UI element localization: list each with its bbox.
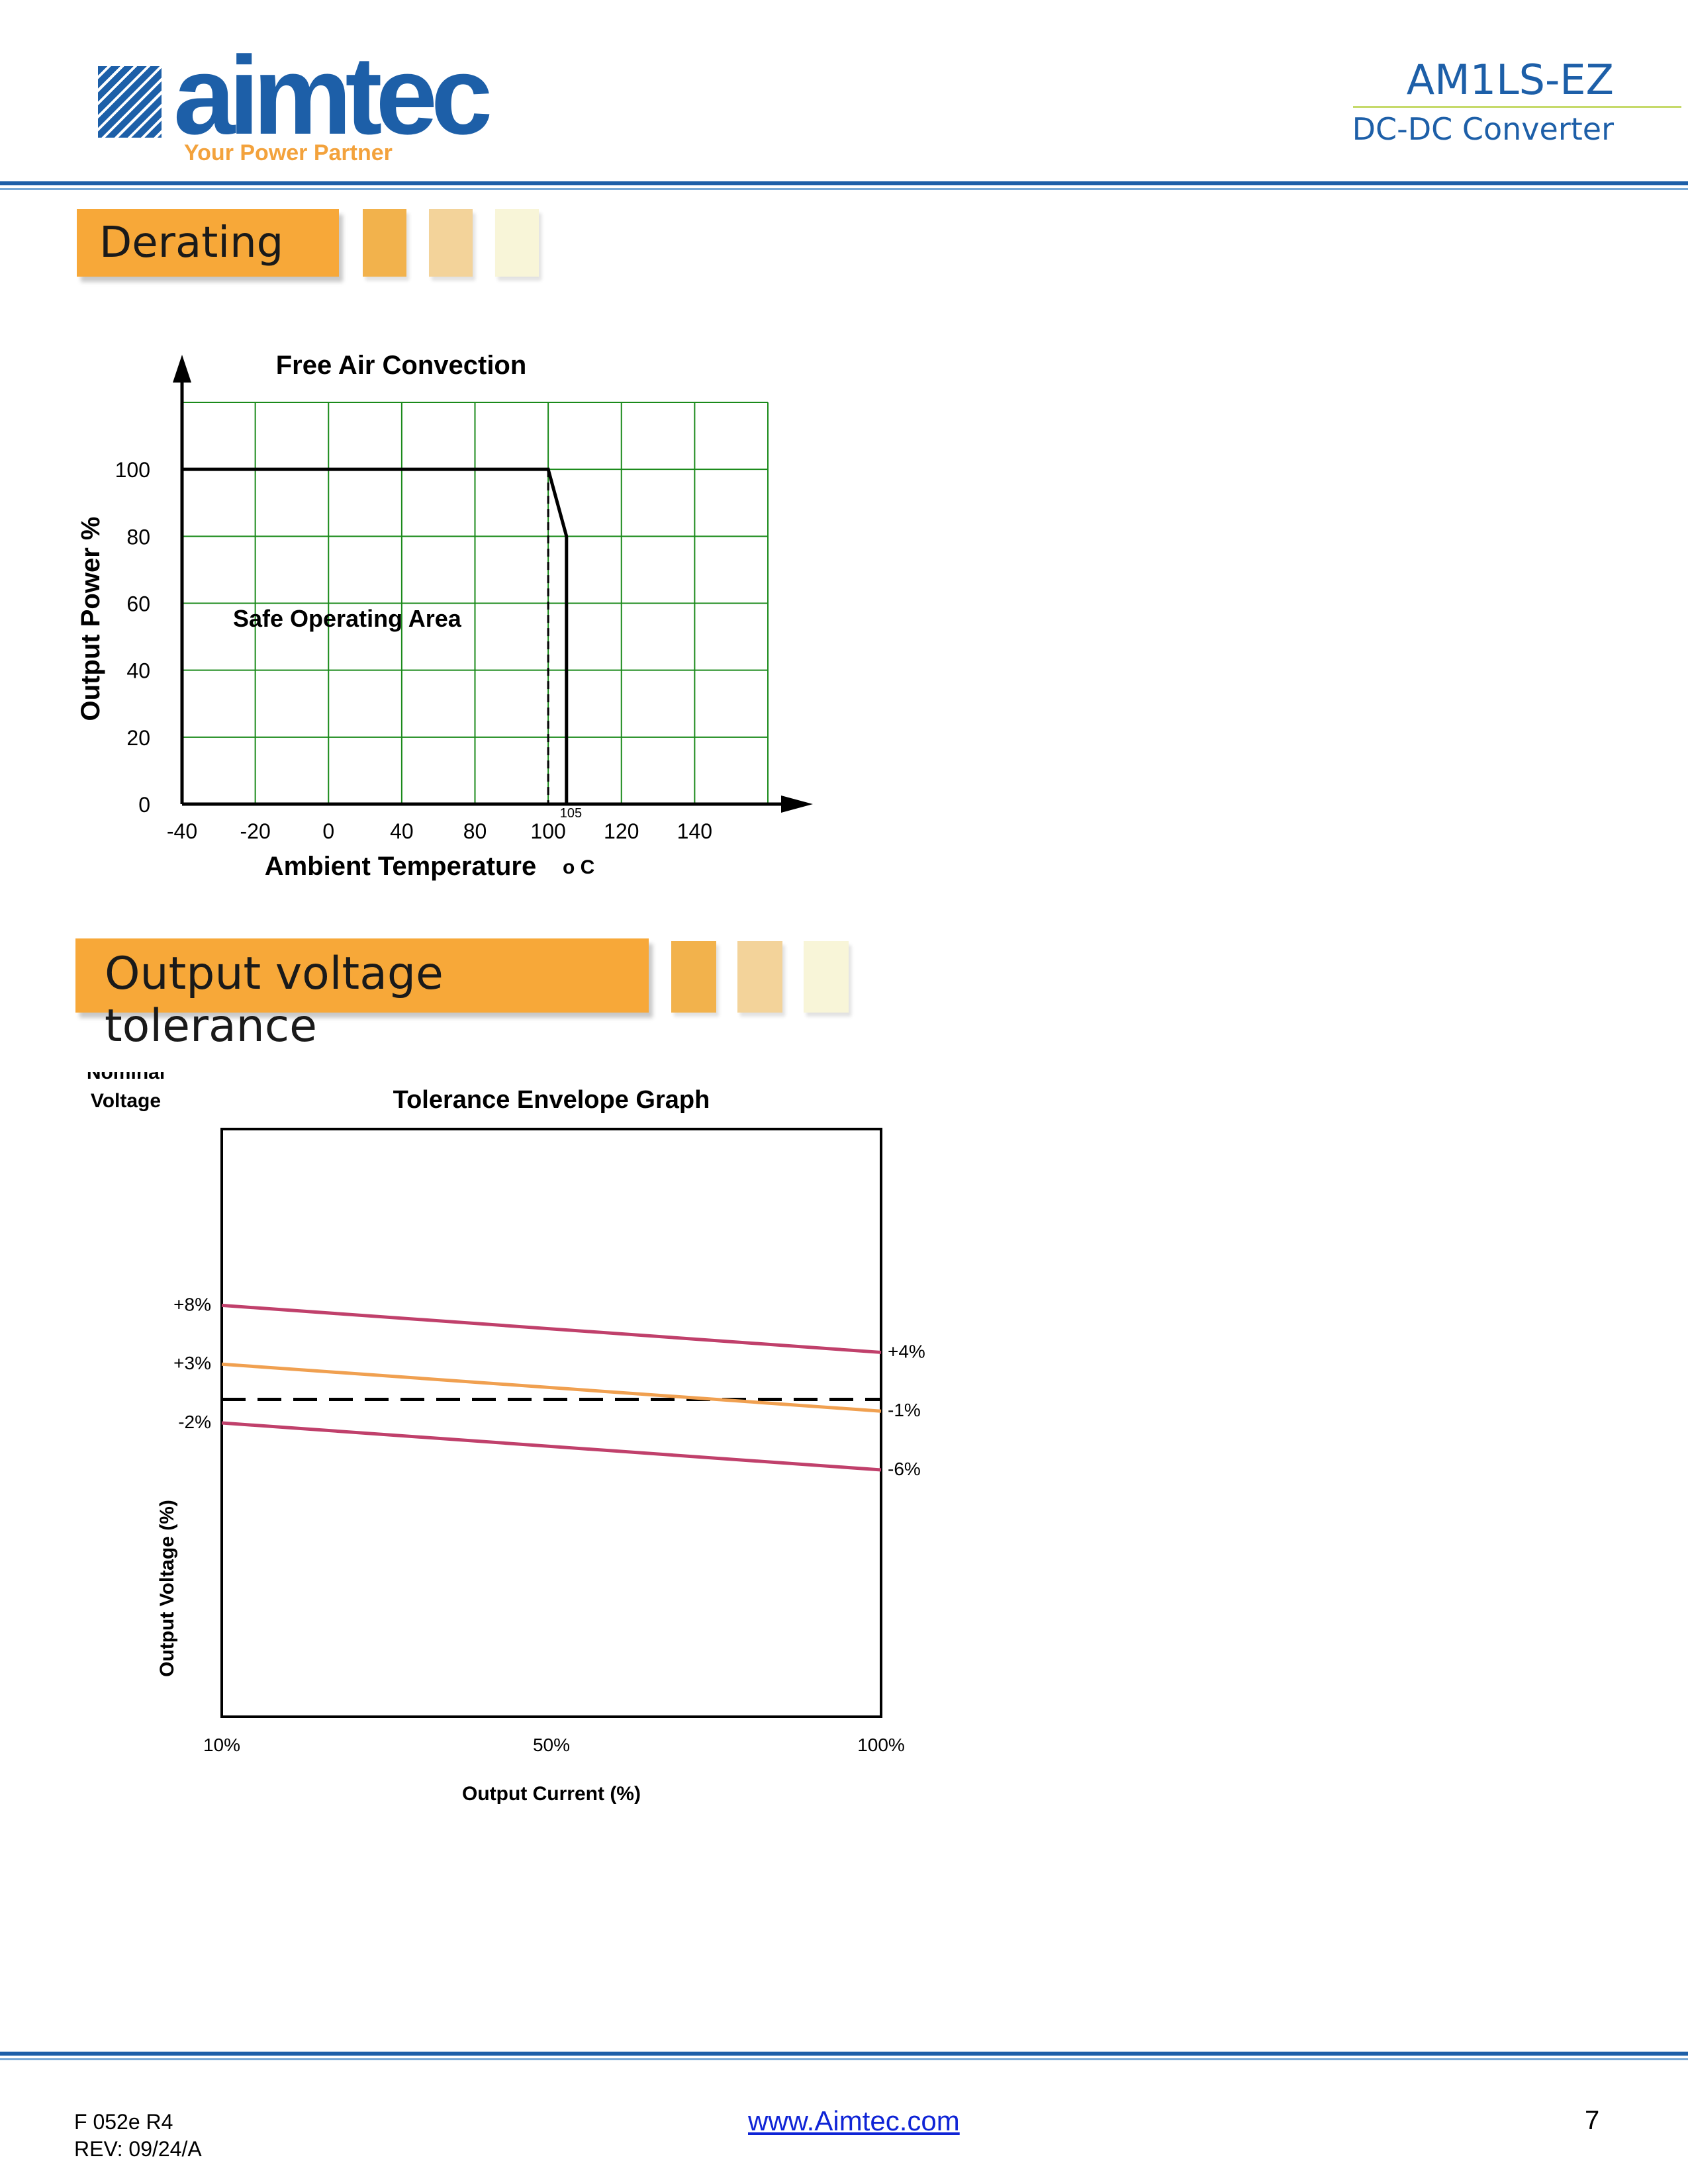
x-axis-label: Output Current (%) — [462, 1783, 641, 1805]
series-start-label: +3% — [173, 1353, 211, 1373]
derating-chart: 0 20 40 60 80 100 -40 -20 0 40 80 100 120 140 105 Fr… — [76, 351, 813, 881]
product-code: AM1LS-EZ — [1406, 56, 1614, 104]
tolerance-series: +8% +4% +3% -1% -2% -6% — [173, 1294, 925, 1479]
y-axis-label: Output Voltage (%) — [156, 1500, 178, 1677]
header-rule-thin — [0, 188, 1688, 190]
x-tick-label: 140 — [677, 819, 712, 843]
y-tick-label: 100 — [115, 458, 150, 482]
x-tick-label: 50% — [533, 1735, 570, 1755]
y-tick-label: 80 — [126, 525, 150, 549]
derating-grid — [182, 402, 769, 804]
x-tick-label: 100 — [530, 819, 565, 843]
footer-rule — [0, 2052, 1688, 2056]
footer-website-link[interactable]: www.Aimtec.com — [748, 2105, 960, 2136]
x-tick-label: 120 — [604, 819, 639, 843]
x-tick-label: -40 — [167, 819, 197, 843]
nominal-label-line2: Voltage — [91, 1090, 161, 1112]
tolerance-line — [221, 1421, 882, 1472]
tolerance-line — [221, 1303, 882, 1354]
x-tick-labels: -40 -20 0 40 80 100 120 140 — [167, 819, 712, 843]
plot-frame — [220, 1128, 882, 1718]
tolerance-chart: +8% +4% +3% -1% -2% -6% 10% 50% 100% Tolerance … — [87, 1072, 925, 1805]
series-end-label: -6% — [888, 1459, 921, 1479]
x-axis-unit: o C — [563, 856, 594, 878]
series-start-label: -2% — [178, 1412, 211, 1432]
x-tick-label: 10% — [203, 1735, 240, 1755]
x-tick-labels: 10% 50% 100% — [203, 1735, 905, 1755]
series-end-label: -1% — [888, 1400, 921, 1420]
footer-rule-thin — [0, 2058, 1688, 2060]
x-tick-label: 40 — [390, 819, 414, 843]
y-axis-label: Output Power % — [76, 517, 105, 721]
section-title-derating: Derating — [77, 209, 339, 277]
y-tick-label: 20 — [126, 726, 150, 750]
decor-block — [429, 209, 473, 277]
header-rule — [0, 181, 1688, 185]
y-tick-label: 0 — [138, 793, 150, 817]
series-start-label: +8% — [173, 1294, 211, 1314]
chart-title: Free Air Convection — [276, 351, 527, 380]
chart-title: Tolerance Envelope Graph — [393, 1086, 710, 1114]
footer-revision: REV: 09/24/A — [74, 2137, 202, 2161]
y-tick-labels: 0 20 40 60 80 100 — [115, 458, 150, 817]
x-tick-label: -20 — [240, 819, 271, 843]
derating-curve — [182, 467, 569, 804]
product-type: DC-DC Converter — [1352, 111, 1614, 147]
x-tick-label: 80 — [463, 819, 487, 843]
x-axis-arrow — [781, 796, 813, 813]
brand-logo-icon — [98, 66, 162, 138]
y-tick-label: 40 — [126, 659, 150, 683]
series-end-label: +4% — [888, 1341, 925, 1361]
decor-block — [495, 209, 539, 277]
decor-block — [737, 941, 782, 1013]
decor-block — [804, 941, 849, 1013]
page-number: 7 — [1585, 2106, 1600, 2135]
annotation-safe-operating-area: Safe Operating Area — [233, 605, 462, 632]
y-tick-label: 60 — [126, 592, 150, 616]
product-divider — [1353, 106, 1681, 108]
decor-block — [671, 941, 716, 1013]
x-tick-label: 0 — [322, 819, 334, 843]
brand-name: aimtec — [173, 33, 492, 158]
decor-block — [363, 209, 406, 277]
footer-form-code: F 052e R4 — [74, 2110, 173, 2134]
section-title-output-voltage-tolerance: Output voltage tolerance — [75, 938, 649, 1052]
nominal-label-line1: Nominal — [87, 1072, 165, 1083]
reference-label: 105 — [560, 806, 582, 821]
tolerance-line — [221, 1362, 882, 1413]
x-tick-label: 100% — [857, 1735, 905, 1755]
brand-tagline: Your Power Partner — [184, 140, 393, 165]
x-axis-label: Ambient Temperature — [265, 852, 536, 881]
